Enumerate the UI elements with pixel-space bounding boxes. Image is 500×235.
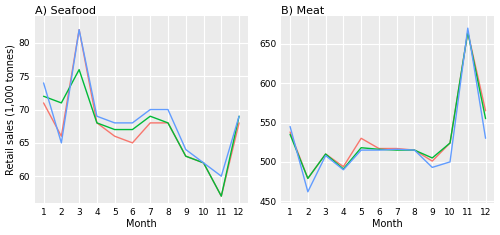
Y-axis label: Retail sales (1,000 tonnes): Retail sales (1,000 tonnes) — [6, 44, 16, 175]
Text: B) Meat: B) Meat — [281, 6, 324, 16]
X-axis label: Month: Month — [126, 219, 156, 229]
X-axis label: Month: Month — [372, 219, 403, 229]
Text: A) Seafood: A) Seafood — [34, 6, 96, 16]
